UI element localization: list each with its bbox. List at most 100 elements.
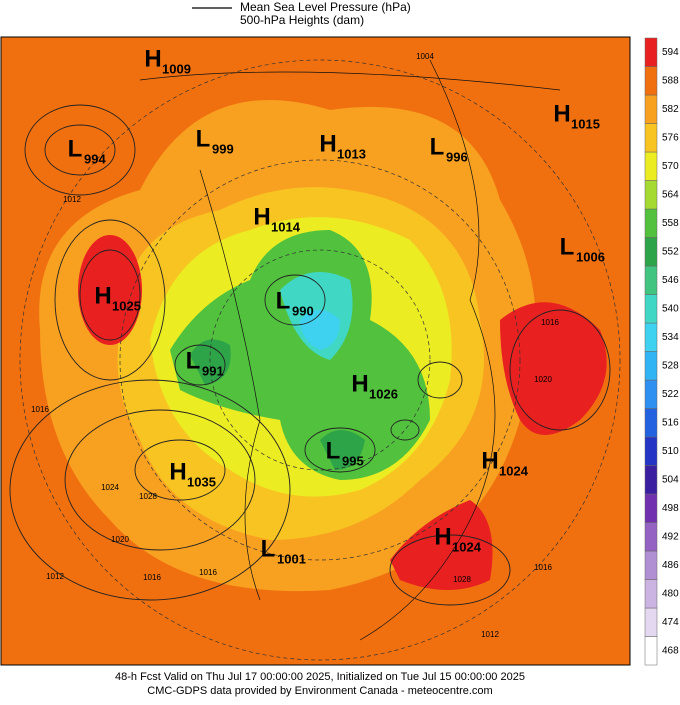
colorbar-label: 498 — [662, 503, 679, 514]
colorbar: 468 474 480 486 492 498 504 510 516 522 528 534 540 5… — [644, 37, 679, 666]
contour-label: 1012 — [481, 630, 499, 639]
contour-label: 1028 — [139, 492, 157, 501]
colorbar-cell — [644, 237, 658, 267]
pressure-center-letter: L — [276, 287, 291, 314]
contour-label: 1016 — [143, 573, 161, 582]
contour-label: 1012 — [63, 195, 81, 204]
contour-label: 1016 — [541, 318, 559, 327]
pressure-center-letter: H — [169, 458, 186, 485]
legend-text: 500-hPa Heights (dam) — [240, 13, 364, 27]
pressure-center-value: 1026 — [369, 386, 398, 401]
pressure-center-letter: H — [481, 447, 498, 474]
colorbar-cell — [644, 294, 658, 324]
colorbar-label: 582 — [662, 104, 679, 115]
colorbar-cell — [644, 123, 658, 153]
colorbar-cell — [644, 151, 658, 181]
colorbar-cell — [644, 636, 658, 666]
pressure-center-letter: H — [253, 203, 270, 230]
colorbar-label: 570 — [662, 161, 679, 172]
pressure-center-value: 996 — [446, 149, 468, 164]
pressure-center-letter: H — [351, 370, 368, 397]
colorbar-label: 486 — [662, 560, 679, 571]
pressure-center-letter: L — [261, 535, 276, 562]
pressure-center-value: 994 — [84, 151, 106, 166]
pressure-center-value: 991 — [202, 363, 224, 378]
colorbar-cell — [644, 408, 658, 438]
colorbar-cell — [644, 351, 658, 381]
pressure-center-letter: L — [560, 233, 575, 260]
colorbar-label: 510 — [662, 446, 679, 457]
contour-label: 1016 — [31, 405, 49, 414]
contour-label: 1012 — [46, 572, 64, 581]
pressure-center-letter: L — [430, 133, 445, 160]
colorbar-cell — [644, 493, 658, 523]
colorbar-label: 564 — [662, 189, 679, 200]
pressure-center-letter: L — [326, 437, 341, 464]
pressure-center-value: 1009 — [162, 61, 191, 76]
pressure-center-value: 1013 — [337, 146, 366, 161]
pressure-center-letter: H — [144, 45, 161, 72]
colorbar-label: 588 — [662, 75, 679, 86]
colorbar-cell — [644, 37, 658, 67]
colorbar-label: 594 — [662, 47, 679, 58]
colorbar-label: 522 — [662, 389, 679, 400]
colorbar-label: 534 — [662, 332, 679, 343]
colorbar-cell — [644, 208, 658, 238]
pressure-center-letter: H — [94, 282, 111, 309]
pressure-center-value: 1015 — [571, 116, 600, 131]
colorbar-label: 576 — [662, 132, 679, 143]
colorbar-cell — [644, 66, 658, 96]
colorbar-label: 480 — [662, 588, 679, 599]
colorbar-cell — [644, 180, 658, 210]
colorbar-label: 492 — [662, 531, 679, 542]
colorbar-cell — [644, 379, 658, 409]
colorbar-cell — [644, 94, 658, 124]
contour-label: 1004 — [416, 52, 434, 61]
colorbar-label: 474 — [662, 617, 679, 628]
contour-label: 1016 — [534, 563, 552, 572]
colorbar-cell — [644, 322, 658, 352]
pressure-center-value: 990 — [292, 303, 314, 318]
pressure-center-letter: L — [196, 125, 211, 152]
pressure-center-value: 1035 — [187, 474, 216, 489]
colorbar-cell — [644, 579, 658, 609]
colorbar-label: 540 — [662, 303, 679, 314]
pressure-center-value: 1001 — [277, 551, 306, 566]
colorbar-label: 516 — [662, 417, 679, 428]
colorbar-label: 546 — [662, 275, 679, 286]
contour-label: 1020 — [111, 535, 129, 544]
colorbar-label: 504 — [662, 474, 679, 485]
pressure-center-letter: L — [186, 347, 201, 374]
pressure-center-letter: H — [434, 523, 451, 550]
contour-label: 1020 — [534, 375, 552, 384]
map — [1, 37, 630, 665]
pressure-center-value: 1024 — [452, 539, 482, 554]
pressure-center-value: 1024 — [499, 463, 529, 478]
colorbar-cell — [644, 465, 658, 495]
colorbar-cell — [644, 522, 658, 552]
contour-label: 1016 — [199, 568, 217, 577]
pressure-center-value: 999 — [212, 141, 234, 156]
map-frame — [0, 36, 631, 666]
pressure-center-letter: H — [319, 130, 336, 157]
contour-label: 1024 — [101, 483, 119, 492]
colorbar-cell — [644, 436, 658, 466]
pressure-center-value: 1025 — [112, 298, 141, 313]
pressure-center-letter: H — [553, 100, 570, 127]
colorbar-label: 528 — [662, 360, 679, 371]
colorbar-label: 552 — [662, 246, 679, 257]
legend-text: Mean Sea Level Pressure (hPa) — [240, 0, 411, 14]
colorbar-cell — [644, 607, 658, 637]
footer-text: CMC-GDPS data provided by Environment Ca… — [147, 685, 492, 697]
pressure-center-value: 995 — [342, 453, 364, 468]
pressure-center-value: 1014 — [271, 219, 301, 234]
colorbar-cell — [644, 265, 658, 295]
colorbar-label: 468 — [662, 645, 679, 656]
colorbar-label: 558 — [662, 218, 679, 229]
pressure-center-letter: L — [68, 135, 83, 162]
colorbar-cell — [644, 550, 658, 580]
contour-label: 1028 — [453, 575, 471, 584]
footer-text: 48-h Fcst Valid on Thu Jul 17 00:00:00 2… — [115, 671, 525, 683]
